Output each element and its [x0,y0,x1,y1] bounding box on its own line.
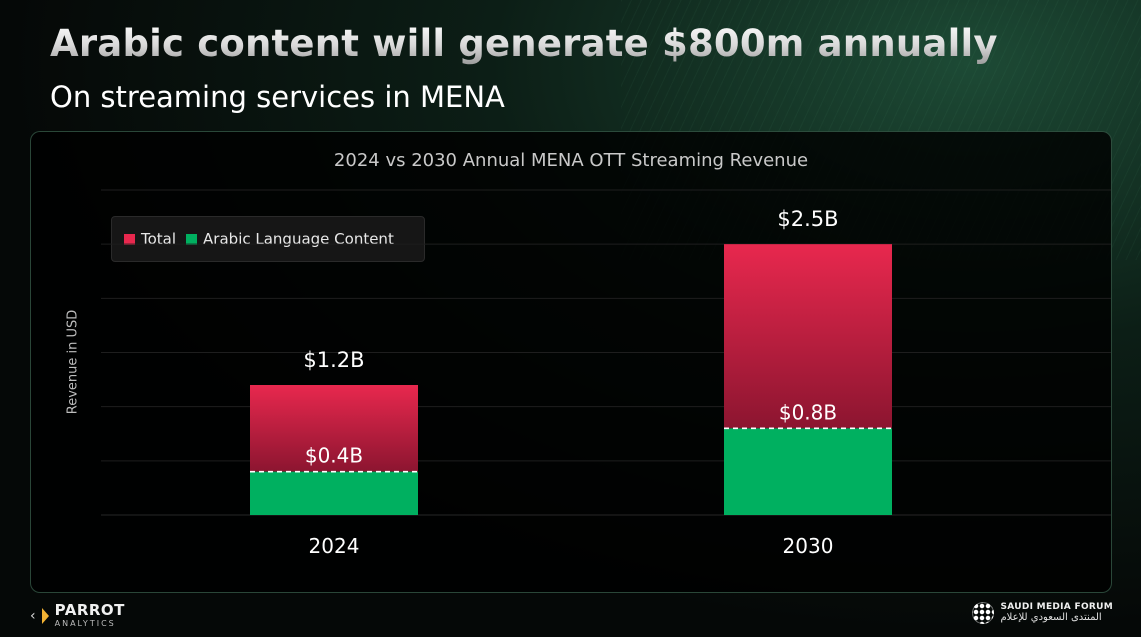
data-label-total-2024: $1.2B [303,348,364,372]
legend-swatch-arabic [186,233,198,245]
bar-arabic-2024 [250,471,418,515]
bar-arabic-2030 [724,428,892,515]
chart-title: 2024 vs 2030 Annual MENA OTT Streaming R… [333,150,809,171]
page-subtitle: On streaming services in MENA [50,80,505,114]
chart-legend: Total Arabic Language Content [111,216,425,262]
legend-item-arabic: Arabic Language Content [186,230,394,248]
bar-total-2024 [250,385,418,472]
x-tick-label-2024: 2024 [309,534,360,558]
data-label-total-2030: $2.5B [777,207,838,231]
forum-emblem-icon [972,602,995,624]
legend-label-arabic: Arabic Language Content [203,230,394,248]
logo-name: PARROT [54,601,125,619]
data-label-arabic-2030: $0.8B [779,400,837,424]
chevron-left-icon: ‹ [30,607,36,624]
logo-sub: ANALYTICS [54,619,116,628]
legend-item-total: Total [124,230,176,248]
legend-swatch-total [124,233,135,245]
x-tick-label-2030: 2030 [783,534,834,558]
parrot-icon [41,607,49,624]
chart-panel: 2024 vs 2030 Annual MENA OTT Streaming R… [30,131,1112,593]
bar-total-2030 [724,244,892,429]
forum-name-en: SAUDI MEDIA FORUM [1000,602,1113,613]
data-label-arabic-2024: $0.4B [305,444,363,468]
chart-plot: $1.2B $0.4B 2024 $2.5B $0.8B 2030 [101,189,1111,558]
parrot-analytics-logo: ‹ PARROT ANALYTICS [30,603,125,628]
page-title: Arabic content will generate $800m annua… [50,22,998,65]
saudi-media-forum-logo: SAUDI MEDIA FORUM المنتدى السعودي للإعلا… [972,602,1113,624]
forum-name-ar: المنتدى السعودي للإعلام [1000,612,1102,624]
legend-label-total: Total [141,230,177,248]
